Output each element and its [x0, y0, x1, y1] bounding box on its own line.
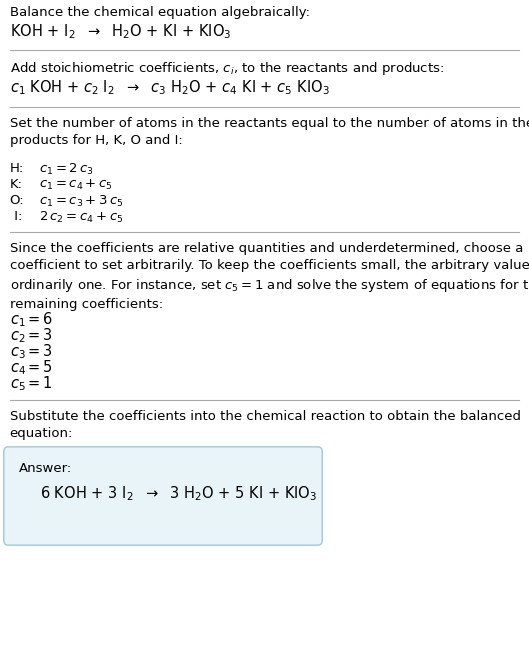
Text: Add stoichiometric coefficients, $c_i$, to the reactants and products:: Add stoichiometric coefficients, $c_i$, …: [10, 60, 444, 77]
Text: Answer:: Answer:: [19, 462, 72, 475]
Text: $c_4 = 5$: $c_4 = 5$: [10, 358, 52, 377]
Text: $c_1 = c_3 + 3\,c_5$: $c_1 = c_3 + 3\,c_5$: [39, 194, 123, 209]
Text: $c_5 = 1$: $c_5 = 1$: [10, 374, 52, 393]
Text: $c_2 = 3$: $c_2 = 3$: [10, 326, 52, 345]
Text: $c_1 = c_4 + c_5$: $c_1 = c_4 + c_5$: [39, 178, 113, 192]
Text: H:: H:: [10, 162, 24, 175]
Text: 6 KOH + 3 I$_2$  $\rightarrow$  3 H$_2$O + 5 KI + KIO$_3$: 6 KOH + 3 I$_2$ $\rightarrow$ 3 H$_2$O +…: [40, 484, 317, 503]
Text: K:: K:: [10, 178, 23, 191]
Text: $c_1 = 2\,c_3$: $c_1 = 2\,c_3$: [39, 162, 94, 177]
Text: I:: I:: [10, 210, 22, 223]
Text: $c_1$ KOH + $c_2$ I$_2$  $\rightarrow$  $c_3$ H$_2$O + $c_4$ KI + $c_5$ KIO$_3$: $c_1$ KOH + $c_2$ I$_2$ $\rightarrow$ $c…: [10, 78, 329, 96]
Text: $2\,c_2 = c_4 + c_5$: $2\,c_2 = c_4 + c_5$: [39, 210, 123, 225]
Text: Balance the chemical equation algebraically:: Balance the chemical equation algebraica…: [10, 6, 309, 19]
Text: $c_1 = 6$: $c_1 = 6$: [10, 310, 53, 329]
Text: Since the coefficients are relative quantities and underdetermined, choose a
coe: Since the coefficients are relative quan…: [10, 242, 529, 311]
Text: O:: O:: [10, 194, 24, 207]
Text: $c_3 = 3$: $c_3 = 3$: [10, 342, 52, 360]
Text: Substitute the coefficients into the chemical reaction to obtain the balanced
eq: Substitute the coefficients into the che…: [10, 410, 521, 440]
Text: Set the number of atoms in the reactants equal to the number of atoms in the
pro: Set the number of atoms in the reactants…: [10, 117, 529, 147]
Text: KOH + I$_2$  $\rightarrow$  H$_2$O + KI + KIO$_3$: KOH + I$_2$ $\rightarrow$ H$_2$O + KI + …: [10, 22, 231, 41]
